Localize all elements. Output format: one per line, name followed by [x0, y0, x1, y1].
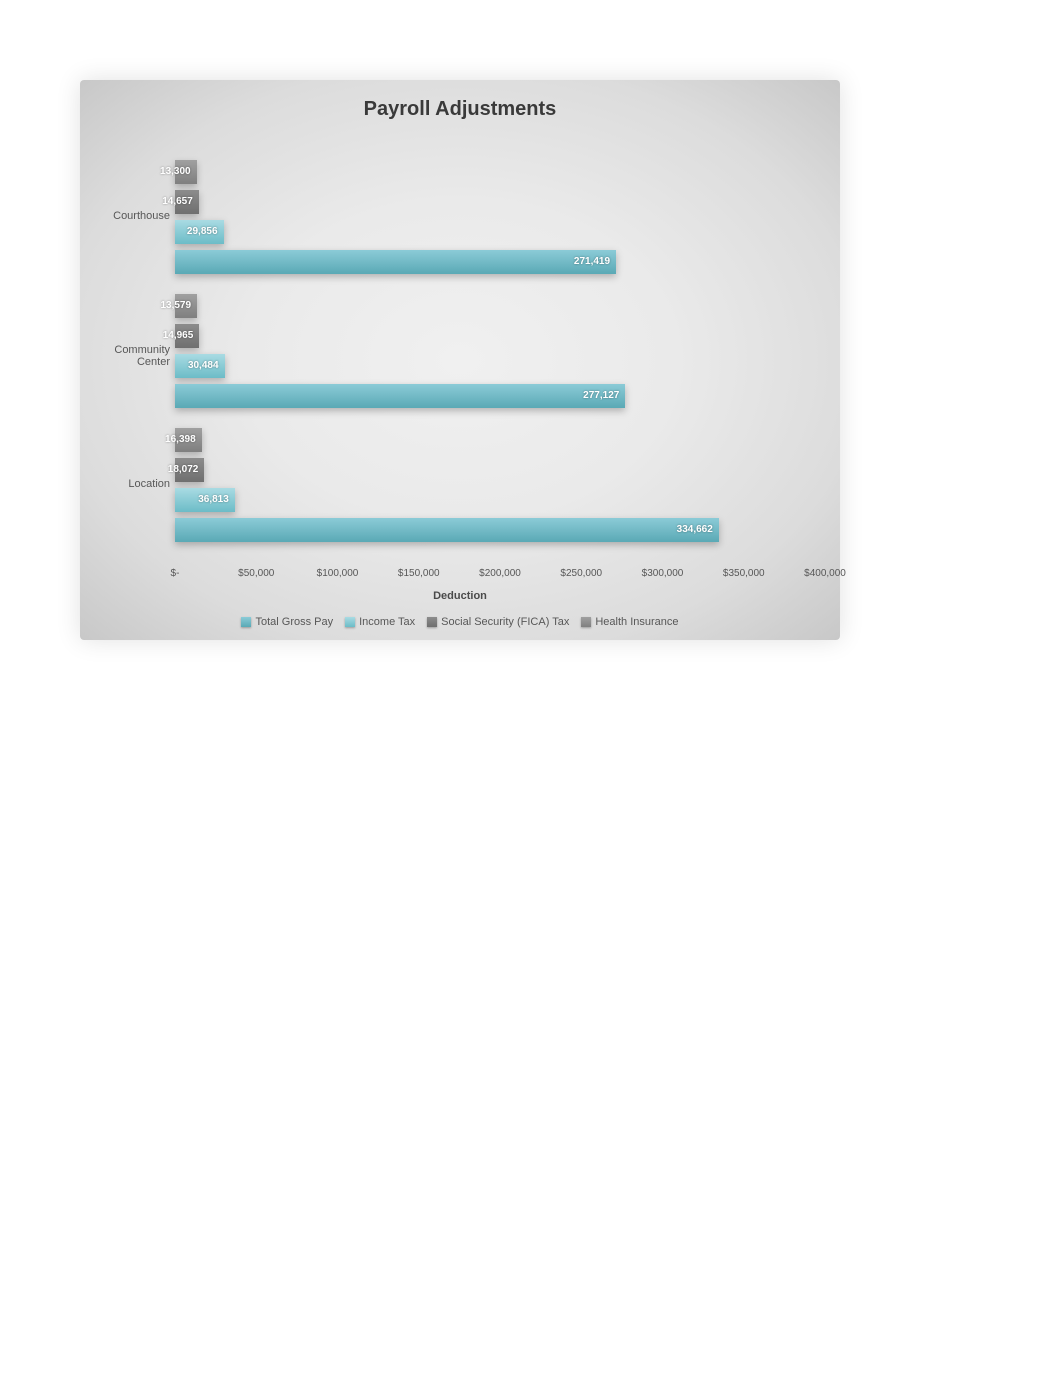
y-axis-label: Community Center: [80, 344, 170, 368]
bar-community-center-gross: 277,127: [175, 384, 625, 408]
bar-location-gross: 334,662: [175, 518, 719, 542]
x-tick: $50,000: [238, 568, 274, 579]
x-tick: $300,000: [642, 568, 684, 579]
bar-courthouse-health: 13,300: [175, 160, 197, 184]
legend-item-income: Income Tax: [345, 616, 415, 628]
bar-label: 30,484: [188, 354, 219, 378]
x-tick: $200,000: [479, 568, 521, 579]
bar-label: 13,300: [160, 160, 191, 184]
bar-community-center-health: 13,579: [175, 294, 197, 318]
legend-swatch: [581, 617, 591, 627]
x-tick: $400,000: [804, 568, 846, 579]
legend-swatch: [241, 617, 251, 627]
bar-label: 29,856: [187, 220, 218, 244]
bar-label: 271,419: [574, 250, 610, 274]
legend-item-health: Health Insurance: [581, 616, 678, 628]
bar-community-center-fica: 14,965: [175, 324, 199, 348]
legend-item-gross: Total Gross Pay: [241, 616, 333, 628]
x-axis-title: Deduction: [80, 590, 840, 602]
bar-courthouse-income: 29,856: [175, 220, 224, 244]
bar-label: 36,813: [198, 488, 229, 512]
legend-label: Income Tax: [359, 616, 415, 628]
chart-card: Payroll Adjustments 13,300 14,657 29,856 27…: [80, 80, 840, 640]
legend-swatch: [345, 617, 355, 627]
bar-label: 18,072: [168, 458, 199, 482]
bar-courthouse-fica: 14,657: [175, 190, 199, 214]
legend: Total Gross Pay Income Tax Social Security…: [80, 616, 840, 628]
y-axis-label: Location: [80, 478, 170, 490]
x-tick: $250,000: [560, 568, 602, 579]
x-tick: $100,000: [317, 568, 359, 579]
legend-item-fica: Social Security (FICA) Tax: [427, 616, 569, 628]
legend-label: Social Security (FICA) Tax: [441, 616, 569, 628]
bar-label: 16,398: [165, 428, 196, 452]
x-tick: $350,000: [723, 568, 765, 579]
bar-location-fica: 18,072: [175, 458, 204, 482]
bar-label: 334,662: [677, 518, 713, 542]
bar-courthouse-gross: 271,419: [175, 250, 616, 274]
bar-location-health: 16,398: [175, 428, 202, 452]
x-tick: $150,000: [398, 568, 440, 579]
bar-label: 13,579: [160, 294, 191, 318]
y-axis-label: Courthouse: [80, 210, 170, 222]
bar-location-income: 36,813: [175, 488, 235, 512]
x-tick: $-: [171, 568, 180, 579]
plot-area: 13,300 14,657 29,856 271,419 13,579 14,965 30,…: [175, 140, 825, 560]
bar-community-center-income: 30,484: [175, 354, 225, 378]
legend-label: Health Insurance: [595, 616, 678, 628]
legend-swatch: [427, 617, 437, 627]
bar-label: 277,127: [583, 384, 619, 408]
legend-label: Total Gross Pay: [255, 616, 333, 628]
chart-title: Payroll Adjustments: [80, 98, 840, 121]
